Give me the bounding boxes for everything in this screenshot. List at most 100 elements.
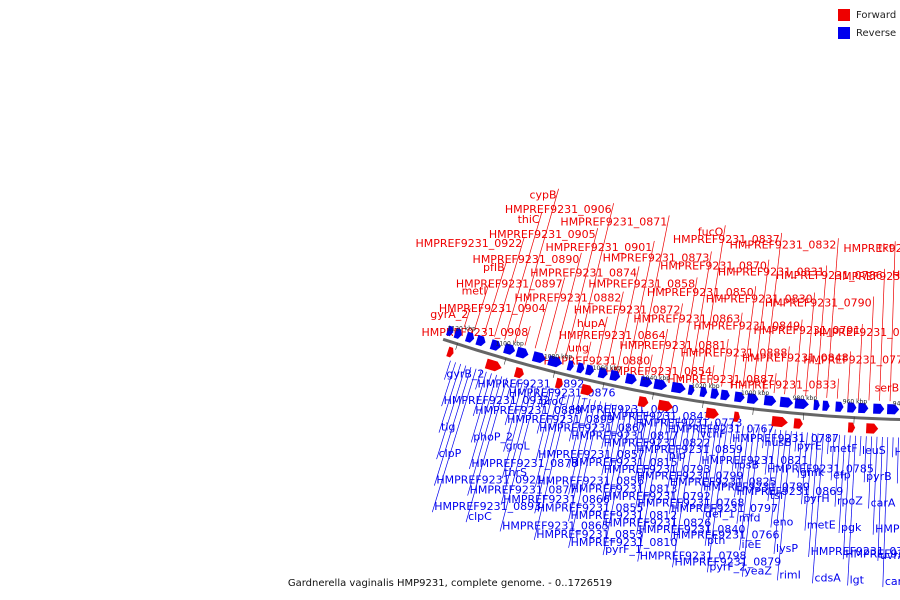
label-leader-line bbox=[575, 203, 614, 359]
gene-label: carB bbox=[885, 575, 900, 588]
gene-label: lgt bbox=[850, 574, 865, 587]
label-leader-line bbox=[731, 425, 739, 471]
label-leader-line bbox=[568, 397, 586, 469]
label-leader-line bbox=[808, 433, 819, 557]
label-leader-line bbox=[812, 433, 824, 584]
label-leader-line bbox=[596, 316, 608, 364]
gene-label: HMPREF9231_0869 bbox=[736, 485, 843, 498]
gene-label: HMPREF9231_0797 bbox=[671, 502, 778, 515]
reverse-gene bbox=[503, 343, 516, 355]
label-leader-line bbox=[555, 252, 582, 354]
gene-label: HMPREF9231_0788 bbox=[875, 523, 900, 536]
reverse-gene bbox=[624, 373, 637, 385]
scale-tick-label: 1000 kbp bbox=[741, 390, 769, 397]
label-leader-line bbox=[648, 354, 653, 375]
label-leader-line bbox=[770, 429, 782, 528]
reverse-gene bbox=[531, 351, 546, 364]
label-leader-line bbox=[465, 377, 508, 523]
gene-label: HMPREF9231_0878 bbox=[471, 457, 578, 470]
gene-label: HMPREF9231_0791 bbox=[754, 324, 861, 337]
gene-label: HMPREF9231_0831 bbox=[718, 265, 825, 278]
gene-label: HMPREF9231_0850 bbox=[647, 286, 754, 299]
gene-label: HMPREF9231_0859 bbox=[636, 443, 743, 456]
label-leader-line bbox=[804, 432, 814, 531]
scale-tick bbox=[652, 392, 654, 400]
gene-label: ung bbox=[568, 342, 589, 355]
reverse-gene bbox=[687, 384, 695, 396]
label-leader-line bbox=[441, 362, 456, 407]
reverse-gene bbox=[822, 400, 830, 411]
reverse-gene bbox=[671, 381, 686, 394]
gene-label: HMPREF9231_0881 bbox=[619, 339, 726, 352]
label-leader-line bbox=[700, 421, 712, 493]
forward-gene bbox=[446, 346, 454, 358]
gene-label: HMPREF9231_0837 bbox=[673, 233, 780, 246]
label-leader-line bbox=[859, 436, 862, 457]
label-leader-line bbox=[847, 351, 852, 400]
gene-label: carA bbox=[871, 496, 896, 509]
scale-tick bbox=[802, 413, 805, 421]
map-caption: Gardnerella vaginalis HMP9231, complete … bbox=[287, 578, 613, 589]
label-leader-line bbox=[467, 376, 503, 496]
label-leader-line bbox=[739, 427, 755, 551]
label-leader-line bbox=[565, 228, 599, 357]
gene-label: HMPREF9231_0879 bbox=[674, 555, 781, 568]
gene-label: pgk bbox=[841, 521, 862, 534]
gene-label: proC bbox=[540, 395, 566, 408]
gene-label: HMPREF9231_0870 bbox=[660, 260, 767, 273]
gene-label: HMPREF9231_0799 bbox=[637, 470, 744, 483]
gene-label: rpoZ bbox=[837, 495, 863, 508]
label-leader-line bbox=[731, 312, 743, 389]
label-leader-line bbox=[838, 435, 846, 533]
gene-label: HMPREF9231_0858 bbox=[588, 277, 695, 290]
gene-label: HMPREF9231_0922 bbox=[415, 237, 522, 250]
label-leader-line bbox=[501, 383, 529, 479]
gene-label: serB bbox=[875, 382, 900, 395]
gene-label: HMPREF9231_0893 bbox=[434, 500, 541, 513]
reverse-gene bbox=[475, 334, 486, 347]
label-leader-line bbox=[634, 410, 649, 482]
gene-label: gyrB_2 bbox=[446, 368, 484, 381]
label-leader-line bbox=[536, 388, 549, 434]
gene-label: HMPREF9231_0817 bbox=[571, 429, 678, 442]
label-leader-line bbox=[762, 428, 766, 449]
label-leader-line bbox=[797, 431, 803, 478]
label-leader-line bbox=[568, 396, 581, 442]
gene-label: HMPREF9231_0768 bbox=[638, 496, 745, 509]
label-leader-line bbox=[606, 291, 624, 366]
gene-label: pip bbox=[669, 449, 686, 462]
scale-tick bbox=[702, 401, 704, 409]
forward-gene bbox=[484, 358, 502, 372]
label-leader-line bbox=[633, 409, 644, 456]
label-leader-line bbox=[534, 301, 549, 349]
reverse-gene bbox=[609, 369, 621, 382]
label-leader-line bbox=[847, 435, 856, 586]
label-leader-line bbox=[667, 416, 681, 488]
label-leader-line bbox=[586, 341, 592, 362]
scale-tick bbox=[752, 407, 754, 415]
scale-tick-label: 1080 kbp bbox=[544, 353, 572, 360]
label-leader-line bbox=[834, 434, 840, 507]
scale-tick bbox=[602, 382, 605, 390]
label-leader-line bbox=[636, 412, 659, 535]
label-leader-line bbox=[777, 430, 792, 581]
reverse-gene bbox=[585, 364, 594, 376]
gene-label: pyrH bbox=[803, 492, 829, 505]
reverse-gene bbox=[576, 362, 585, 374]
label-leader-line bbox=[627, 240, 655, 371]
reverse-gene bbox=[464, 331, 475, 343]
scale-tick-label: 1060 kbp bbox=[593, 365, 621, 372]
gene-label: HMPREF9231_0865 bbox=[502, 519, 609, 532]
forward-gene bbox=[554, 377, 563, 389]
gene-label: hupA bbox=[577, 317, 606, 330]
label-leader-line bbox=[602, 407, 633, 556]
gene-label: pth bbox=[707, 534, 725, 547]
label-leader-line bbox=[672, 419, 696, 568]
forward-gene bbox=[705, 407, 719, 419]
label-leader-line bbox=[879, 268, 885, 401]
label-leader-line bbox=[794, 319, 803, 396]
gene-label: HMPREF9231_0888 bbox=[681, 346, 788, 359]
label-leader-line bbox=[827, 434, 830, 455]
forward-gene bbox=[771, 416, 788, 428]
label-leader-line bbox=[868, 436, 873, 509]
